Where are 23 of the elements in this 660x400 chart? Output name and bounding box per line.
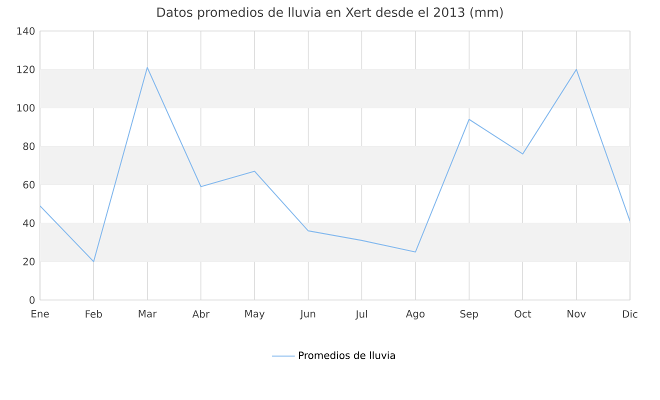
y-tick-label: 60	[23, 180, 35, 188]
x-tick-label: Mar	[138, 310, 157, 318]
chart-title: Datos promedios de lluvia en Xert desde el 2013 (mm)	[157, 7, 503, 20]
y-tick-label: 140	[17, 27, 35, 35]
x-tick-label: Jul	[355, 310, 367, 320]
y-tick-label: 80	[23, 142, 35, 150]
x-tick-label: Sep	[460, 310, 478, 320]
x-tick-label: Ene	[32, 310, 49, 318]
line-series	[40, 66, 630, 262]
y-tick-label: 20	[23, 258, 35, 266]
y-tick-label: 120	[17, 66, 35, 74]
y-tick-label: 0	[30, 296, 35, 304]
y-tick-label: 100	[17, 104, 35, 112]
x-tick-label: May	[245, 310, 265, 320]
x-tick-label: Abr	[192, 310, 210, 318]
legend-label: Promedios de lluvia	[299, 351, 395, 360]
x-tick-label: Dic	[623, 310, 638, 318]
x-tick-label: Nov	[568, 310, 586, 318]
x-tick-label: Oct	[514, 310, 532, 318]
x-tick-label: Jun	[300, 310, 316, 320]
y-tick-label: 40	[23, 219, 35, 227]
x-tick-label: Feb	[86, 310, 102, 318]
x-tick-label: Ago	[406, 310, 425, 320]
